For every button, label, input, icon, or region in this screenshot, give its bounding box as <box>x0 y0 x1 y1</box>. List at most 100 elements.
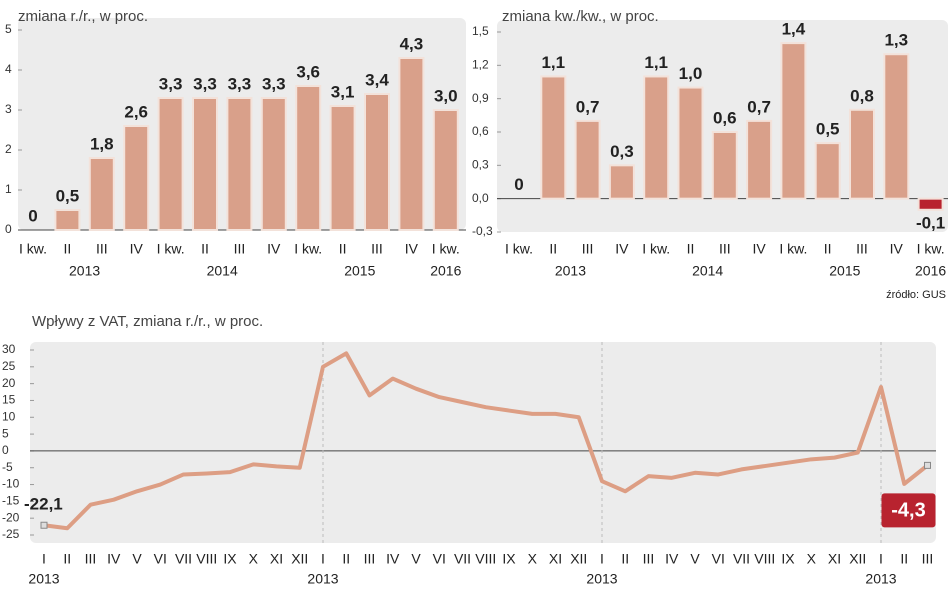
year-label: 2013 <box>555 263 586 279</box>
value-label: 3,6 <box>296 62 320 81</box>
value-label: 1,8 <box>90 134 114 153</box>
subtitle: Wpływy z VAT, zmiana r./r., w proc. <box>32 313 263 330</box>
x-tick-label: II <box>824 241 832 257</box>
x-tick-label: IV <box>130 241 144 257</box>
value-label: 1,4 <box>782 20 806 39</box>
year-label: 2014 <box>692 263 723 279</box>
y-tick-label: 0 <box>5 222 12 236</box>
bar <box>711 131 738 200</box>
x-tick-label: II <box>687 241 695 257</box>
value-label: 3,0 <box>434 86 458 105</box>
bar <box>677 86 704 200</box>
year-label: 2016 <box>915 263 946 279</box>
x-tick-label: IV <box>615 241 629 257</box>
x-tick-label: VII <box>175 551 192 567</box>
value-label: 3,4 <box>365 70 389 89</box>
year-label: 2013 <box>307 571 338 587</box>
x-tick-label: III <box>856 241 868 257</box>
value-label: 0 <box>514 175 523 194</box>
bar <box>157 97 184 231</box>
x-tick-label: IX <box>223 551 237 567</box>
y-tick-label: -25 <box>2 527 20 541</box>
bar <box>54 209 81 231</box>
x-tick-label: I kw. <box>157 241 185 257</box>
x-tick-label: I kw. <box>19 241 47 257</box>
x-tick-label: II <box>342 551 350 567</box>
x-tick-label: II <box>64 241 72 257</box>
y-tick-label: 0,3 <box>472 158 489 172</box>
year-label: 2016 <box>430 263 461 279</box>
x-tick-label: XI <box>270 551 283 567</box>
y-tick-label: 25 <box>2 359 16 373</box>
x-tick-label: V <box>411 551 421 567</box>
x-tick-label: II <box>339 241 347 257</box>
value-label: 0,5 <box>56 186 80 205</box>
x-tick-label: VI <box>154 551 167 567</box>
x-tick-label: XI <box>549 551 562 567</box>
x-tick-label: IV <box>890 241 904 257</box>
plot-background <box>30 342 936 543</box>
bar <box>432 109 459 231</box>
x-tick-label: II <box>621 551 629 567</box>
bar <box>849 108 875 200</box>
bar <box>608 164 635 200</box>
year-label: 2015 <box>829 263 860 279</box>
year-label: 2013 <box>586 571 617 587</box>
x-tick-label: II <box>201 241 209 257</box>
x-tick-label: IV <box>267 241 281 257</box>
y-tick-label: 20 <box>2 376 16 390</box>
y-tick-label: 10 <box>2 409 16 423</box>
x-tick-label: XII <box>291 551 308 567</box>
x-tick-label: I <box>600 551 604 567</box>
bar <box>295 85 322 231</box>
x-tick-label: III <box>96 241 108 257</box>
value-label: 0,7 <box>576 97 600 116</box>
x-tick-label: I <box>42 551 46 567</box>
value-label: 3,1 <box>331 82 355 101</box>
source: źródło: GUS <box>886 289 946 301</box>
y-tick-label: 0 <box>2 443 9 457</box>
subtitle: zmiana kw./kw., w proc. <box>502 8 659 25</box>
y-tick-label: 5 <box>5 22 12 36</box>
x-tick-label: VIII <box>196 551 217 567</box>
x-tick-label: X <box>807 551 817 567</box>
value-label: -4,3 <box>891 500 925 522</box>
bar <box>814 142 841 200</box>
bar <box>780 42 807 200</box>
y-tick-label: 4 <box>5 62 12 76</box>
x-tick-label: IV <box>752 241 766 257</box>
bar <box>398 57 425 231</box>
value-label: 1,3 <box>884 31 908 50</box>
x-tick-label: I kw. <box>917 241 945 257</box>
x-tick-label: IV <box>405 241 419 257</box>
x-tick-label: II <box>549 241 557 257</box>
value-label: 1,1 <box>541 53 565 72</box>
x-tick-label: III <box>85 551 97 567</box>
x-tick-label: V <box>690 551 700 567</box>
label-box <box>881 493 936 528</box>
value-label: 0,6 <box>713 108 737 127</box>
x-tick-label: VI <box>433 551 446 567</box>
subtitle: zmiana r./r., w proc. <box>18 8 148 25</box>
x-tick-label: III <box>719 241 731 257</box>
value-label: 1,0 <box>679 64 703 83</box>
x-tick-label: I <box>879 551 883 567</box>
x-tick-label: II <box>63 551 71 567</box>
x-tick-label: IV <box>386 551 400 567</box>
point-marker <box>40 521 48 529</box>
x-tick-label: I kw. <box>779 241 807 257</box>
value-label: 0 <box>28 206 37 225</box>
year-label: 2013 <box>865 571 896 587</box>
value-label: -0,1 <box>916 213 945 232</box>
y-tick-label: 0,6 <box>472 124 489 138</box>
value-label: 4,3 <box>400 34 424 53</box>
y-tick-label: -0,3 <box>472 224 493 238</box>
x-tick-label: VII <box>454 551 471 567</box>
bar <box>540 75 567 200</box>
bar <box>123 125 150 231</box>
year-label: 2015 <box>344 263 375 279</box>
value-label: 2,6 <box>124 102 148 121</box>
bar <box>883 53 910 200</box>
x-tick-label: XII <box>849 551 866 567</box>
